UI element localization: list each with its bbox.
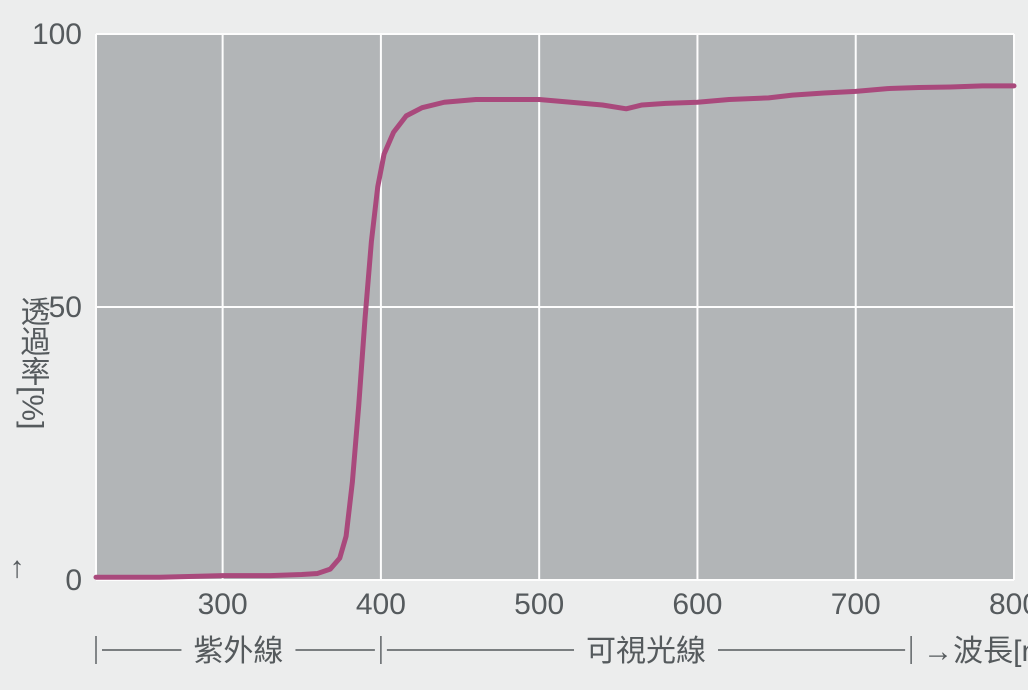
x-tick-label: 400 [356,588,406,621]
x-tick-label: 700 [831,588,881,621]
region-label: 可視光線 [586,635,706,668]
y-axis-arrow: → [0,554,29,584]
y-axis-title: 透過率[%] [16,296,51,429]
region-label: 紫外線 [193,635,283,668]
x-tick-label: 500 [514,588,564,621]
y-tick-label: 100 [32,18,82,51]
x-tick-label: 800 [989,588,1028,621]
x-tick-label: 300 [198,588,248,621]
y-tick-label: 50 [49,291,82,324]
x-tick-label: 600 [672,588,722,621]
chart-container: 0 50 100 300 400 500 600 700 800 透過率[%] → 紫外線 可視光線 →波… [0,0,1028,690]
transmittance-chart: 0 50 100 300 400 500 600 700 800 透過率[%] → 紫外線 可視光線 →波… [0,0,1028,690]
y-tick-label: 0 [65,564,82,597]
x-axis-title: →波長[nm] [923,635,1028,668]
